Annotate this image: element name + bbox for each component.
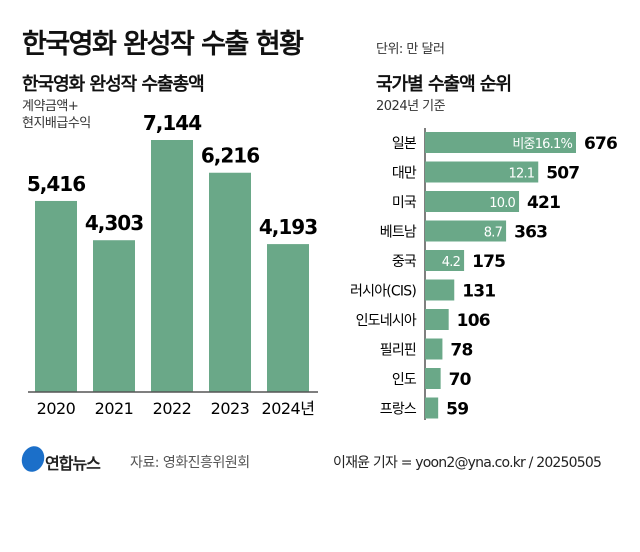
bar (425, 220, 507, 242)
bar (151, 140, 193, 392)
bar-value-label: 5,416 (27, 172, 85, 196)
x-tick-label: 2024년 (262, 399, 315, 418)
credit-text: 이재윤 기자 = yoon2@yna.co.kr / 20250505 (333, 455, 602, 471)
share-label: 비중16.1% (512, 137, 572, 152)
bar (425, 309, 449, 330)
y-tick-label: 중국 (392, 254, 417, 270)
share-label: 10.0 (489, 196, 515, 211)
y-tick-label: 미국 (392, 195, 417, 211)
bar-value-label: 7,144 (143, 111, 201, 135)
share-label: 8.7 (484, 226, 503, 241)
left-chart-subtitle: 계약금액+ 현지배급수익 (22, 99, 91, 131)
bar-value-label: 131 (462, 282, 495, 302)
source-text: 자료: 영화진흥위원회 (130, 455, 250, 471)
bar (425, 191, 520, 212)
x-tick-label: 2020 (37, 399, 76, 418)
x-tick-label: 2023 (211, 399, 250, 418)
x-tick-label: 2021 (95, 399, 134, 418)
bar (209, 172, 251, 392)
y-tick-label: 대만 (392, 166, 417, 182)
bar (425, 161, 539, 183)
left-chart-title: 한국영화 완성작 수출총액 (22, 74, 205, 95)
share-label: 12.1 (509, 167, 535, 182)
bar (267, 244, 309, 392)
y-tick-label: 일본 (392, 136, 417, 152)
bar-value-label: 59 (446, 400, 468, 420)
bar (425, 279, 455, 301)
unit-label: 단위: 만 달러 (376, 42, 445, 57)
bar (425, 250, 465, 271)
y-tick-label: 프랑스 (380, 402, 417, 418)
bar-value-label: 4,303 (85, 211, 143, 235)
bar-value-label: 78 (450, 341, 472, 361)
bar (425, 338, 443, 360)
x-tick-label: 2022 (153, 399, 192, 418)
y-tick-label: 인도네시아 (356, 313, 417, 329)
bar (35, 200, 77, 392)
bar-value-label: 421 (527, 193, 560, 213)
bar (425, 132, 576, 153)
right-chart-title: 국가별 수출액 순위 (376, 74, 512, 95)
bar-value-label: 676 (584, 134, 617, 154)
page-title: 한국영화 완성작 수출 현황 (22, 29, 304, 60)
y-tick-label: 필리핀 (380, 343, 416, 359)
bar-value-label: 70 (449, 370, 472, 390)
bar-value-label: 507 (546, 164, 579, 184)
right-chart-subtitle: 2024년 기준 (376, 99, 446, 114)
bar-value-label: 175 (472, 252, 505, 272)
bar (93, 240, 135, 392)
y-tick-label: 베트남 (380, 225, 417, 241)
share-label: 4.2 (442, 255, 460, 270)
bar-value-label: 363 (514, 223, 547, 243)
bar (425, 368, 441, 389)
bar-value-label: 4,193 (259, 215, 317, 239)
bar (425, 397, 439, 419)
bar-value-label: 106 (457, 311, 490, 331)
logo: 연합뉴스 (45, 454, 101, 473)
y-tick-label: 러시아(CIS) (350, 284, 416, 300)
y-tick-label: 인도 (392, 372, 417, 388)
bar-value-label: 6,216 (201, 144, 259, 168)
